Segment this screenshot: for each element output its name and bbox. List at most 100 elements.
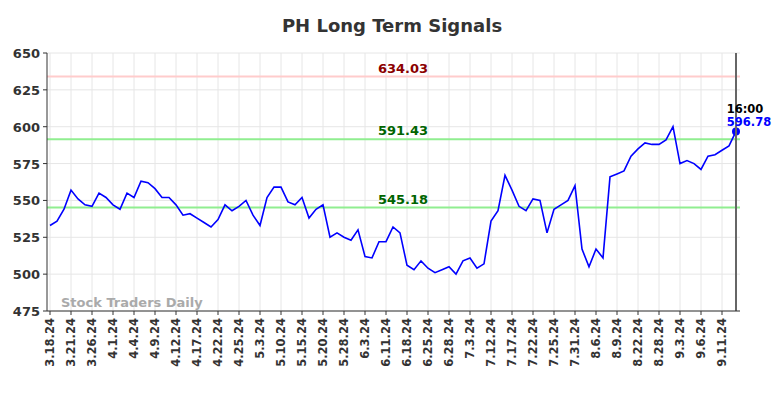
current-line	[735, 53, 737, 311]
tick	[43, 89, 47, 90]
tick	[659, 311, 660, 315]
grid-line	[512, 53, 513, 311]
grid-line	[596, 53, 597, 311]
grid-line	[176, 53, 177, 311]
tick	[197, 311, 198, 315]
last-value-label: 596.78	[727, 115, 771, 129]
y-tick-label: 600	[13, 120, 40, 135]
grid-line	[344, 53, 345, 311]
grid-line	[323, 53, 324, 311]
grid-line	[47, 237, 740, 238]
x-tick-label: 3.21.24	[64, 318, 78, 367]
y-tick-label: 550	[13, 193, 40, 208]
tick	[302, 311, 303, 315]
tick	[386, 311, 387, 315]
x-tick-label: 8.6.24	[589, 318, 603, 359]
y-tick-label: 650	[13, 46, 40, 61]
y-tick-label: 500	[13, 267, 40, 282]
tick	[470, 311, 471, 315]
tick	[43, 311, 47, 312]
x-tick-label: 3.26.24	[85, 318, 99, 367]
x-tick-label: 4.4.24	[127, 318, 141, 359]
grid-line	[365, 53, 366, 311]
tick	[638, 311, 639, 315]
x-tick-label: 4.17.24	[190, 318, 204, 367]
x-tick-label: 8.22.24	[631, 318, 645, 367]
grid-line	[197, 53, 198, 311]
grid-line	[386, 53, 387, 311]
grid-line	[617, 53, 618, 311]
y-tick-label: 625	[13, 83, 40, 98]
tick	[617, 311, 618, 315]
x-tick-label: 7.17.24	[505, 318, 519, 367]
tick	[50, 311, 51, 315]
signal-label: 545.18	[378, 192, 428, 207]
y-tick-label: 475	[13, 304, 40, 319]
grid-line	[449, 53, 450, 311]
grid-line	[638, 53, 639, 311]
signal-label: 634.03	[378, 61, 428, 76]
tick	[113, 311, 114, 315]
grid-line	[701, 53, 702, 311]
y-axis	[47, 53, 48, 311]
tick	[43, 163, 47, 164]
tick	[575, 311, 576, 315]
plot-area	[47, 77, 740, 275]
grid-line	[491, 53, 492, 311]
grid-line	[47, 274, 740, 275]
x-tick-label: 3.18.24	[43, 318, 57, 367]
x-tick-label: 6.18.24	[400, 318, 414, 367]
title: PH Long Term Signals	[282, 15, 502, 36]
tick	[239, 311, 240, 315]
tick	[596, 311, 597, 315]
x-tick-label: 4.1.24	[106, 318, 120, 359]
grid-line	[239, 53, 240, 311]
tick	[680, 311, 681, 315]
x-tick-label: 5.28.24	[337, 318, 351, 367]
x-tick-label: 9.6.24	[694, 318, 708, 359]
watermark: Stock Traders Daily	[61, 295, 203, 310]
tick	[722, 311, 723, 315]
y-tick-label: 575	[13, 157, 40, 172]
tick	[43, 53, 47, 54]
signal-line	[47, 138, 740, 140]
x-tick-label: 7.31.24	[568, 318, 582, 367]
tick	[428, 311, 429, 315]
x-tick-label: 6.3.24	[358, 318, 372, 359]
grid-line	[722, 53, 723, 311]
tick	[449, 311, 450, 315]
x-tick-label: 4.25.24	[232, 318, 246, 367]
x-tick-label: 7.12.24	[484, 318, 498, 367]
grid-line	[47, 163, 740, 164]
grid-line	[470, 53, 471, 311]
x-tick-label: 7.3.24	[463, 318, 477, 359]
tick	[176, 311, 177, 315]
tick	[281, 311, 282, 315]
tick	[554, 311, 555, 315]
grid-line	[50, 53, 51, 311]
tick	[71, 311, 72, 315]
signal-line	[47, 207, 740, 209]
tick	[134, 311, 135, 315]
x-tick-label: 6.11.24	[379, 318, 393, 367]
tick	[365, 311, 366, 315]
tick	[43, 237, 47, 238]
price-line	[50, 127, 736, 274]
tick	[155, 311, 156, 315]
grid-line	[155, 53, 156, 311]
grid-line	[533, 53, 534, 311]
signal-line	[47, 76, 740, 78]
grid-line	[428, 53, 429, 311]
tick	[43, 126, 47, 127]
grid-line	[575, 53, 576, 311]
grid-line	[47, 53, 740, 54]
grid-line	[407, 53, 408, 311]
tick	[218, 311, 219, 315]
grid-line	[218, 53, 219, 311]
tick	[43, 200, 47, 201]
x-tick-label: 5.3.24	[253, 318, 267, 359]
tick	[491, 311, 492, 315]
signal-label: 591.43	[378, 123, 428, 138]
tick	[533, 311, 534, 315]
tick	[512, 311, 513, 315]
